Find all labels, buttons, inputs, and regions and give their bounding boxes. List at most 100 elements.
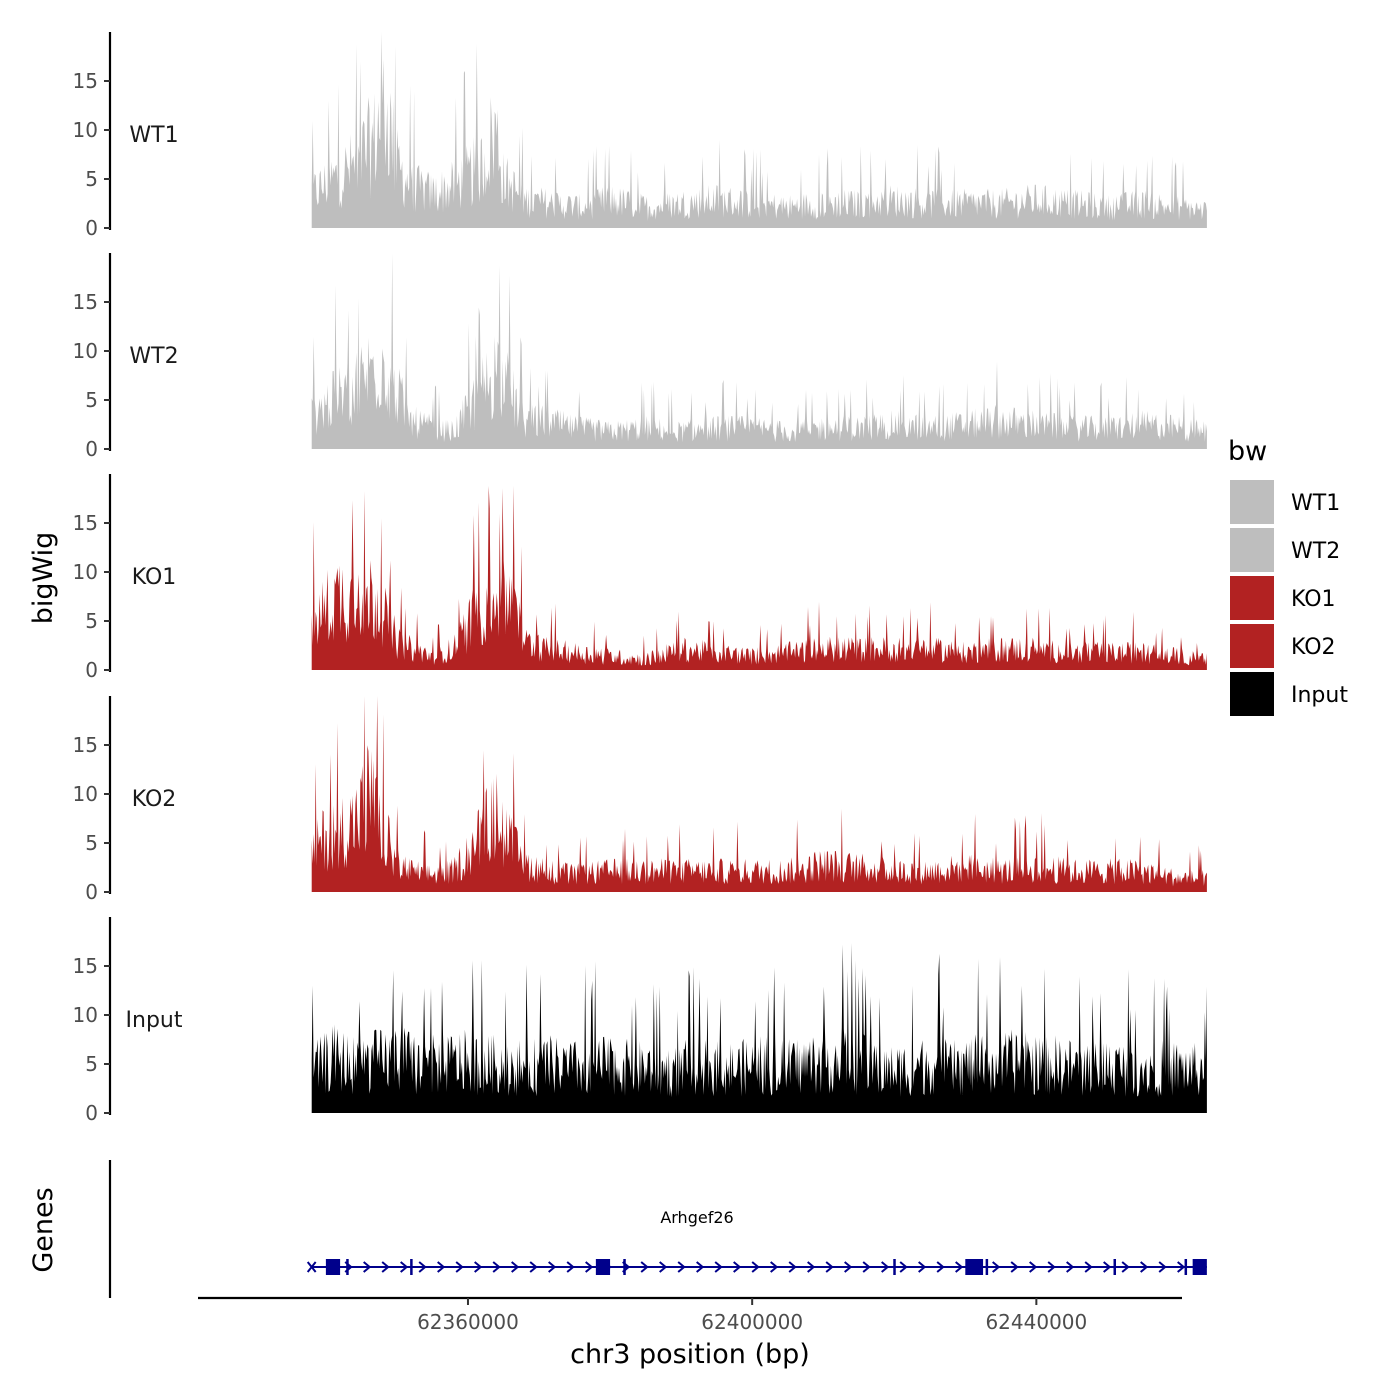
legend-swatch-input bbox=[1230, 672, 1274, 716]
y-tick-label: 0 bbox=[85, 1101, 98, 1125]
strand-arrow bbox=[825, 1261, 834, 1273]
legend-title: bw bbox=[1228, 436, 1267, 467]
x-axis-title: chr3 position (bp) bbox=[570, 1339, 810, 1370]
y-tick-label: 5 bbox=[85, 167, 98, 191]
gene-minor-exon bbox=[346, 1259, 349, 1275]
track-panel-ko1: 0 5 10 15 KO1 bbox=[73, 474, 1207, 682]
y-tick-label: 10 bbox=[73, 782, 98, 806]
y-tick-label: 10 bbox=[73, 118, 98, 142]
strand-arrow bbox=[474, 1261, 483, 1273]
x-axis: 62360000 62400000 62440000 bbox=[198, 1296, 1182, 1334]
strand-arrow bbox=[1010, 1261, 1019, 1273]
strand-arrow bbox=[955, 1261, 964, 1273]
gene-exon bbox=[595, 1259, 611, 1275]
strand-arrow bbox=[1177, 1261, 1186, 1273]
gene-minor-exon bbox=[410, 1259, 413, 1275]
y-tick-label: 10 bbox=[73, 339, 98, 363]
legend-label-input: Input bbox=[1291, 683, 1348, 708]
gene-minor-exon bbox=[1184, 1259, 1188, 1275]
gene-start-mark bbox=[306, 1261, 317, 1273]
genes-track-title: Genes bbox=[28, 1187, 59, 1272]
y-tick-label: 0 bbox=[85, 880, 98, 904]
gene-minor-exon bbox=[623, 1259, 626, 1275]
strand-arrow bbox=[1084, 1261, 1093, 1273]
legend-swatch-wt1 bbox=[1230, 480, 1274, 524]
y-tick-label: 10 bbox=[73, 1003, 98, 1027]
area-series-ko2 bbox=[311, 696, 1207, 892]
strand-arrow bbox=[918, 1261, 927, 1273]
area-series-wt2 bbox=[311, 253, 1207, 449]
track-label-input: Input bbox=[126, 1008, 183, 1033]
y-tick-label: 5 bbox=[85, 831, 98, 855]
strand-arrow bbox=[751, 1261, 760, 1273]
legend-swatch-wt2 bbox=[1230, 528, 1274, 572]
strand-arrow bbox=[1066, 1261, 1075, 1273]
y-tick-label: 5 bbox=[85, 1052, 98, 1076]
strand-arrow bbox=[585, 1261, 594, 1273]
y-tick-label: 15 bbox=[73, 733, 98, 757]
strand-arrow bbox=[862, 1261, 871, 1273]
y-axis-title: bigWig bbox=[28, 532, 59, 625]
strand-arrow bbox=[640, 1261, 649, 1273]
track-label-ko2: KO2 bbox=[132, 787, 177, 812]
area-series-wt1 bbox=[311, 32, 1207, 228]
legend-label-wt1: WT1 bbox=[1291, 491, 1340, 516]
y-tick-label: 15 bbox=[73, 69, 98, 93]
track-label-wt1: WT1 bbox=[129, 123, 178, 148]
area-series-input bbox=[311, 943, 1207, 1113]
gene-exon bbox=[1192, 1259, 1207, 1275]
track-label-wt2: WT2 bbox=[129, 344, 178, 369]
legend: WT1 WT2 KO1 KO2 Input bbox=[1230, 480, 1348, 716]
strand-arrow bbox=[936, 1261, 945, 1273]
strand-arrow bbox=[1103, 1261, 1112, 1273]
strand-arrow bbox=[1140, 1261, 1149, 1273]
gene-track bbox=[108, 1160, 1207, 1298]
strand-arrow bbox=[492, 1261, 501, 1273]
strand-arrow bbox=[714, 1261, 723, 1273]
strand-arrow bbox=[548, 1261, 557, 1273]
strand-arrow bbox=[677, 1261, 686, 1273]
strand-arrow bbox=[455, 1261, 464, 1273]
strand-arrow bbox=[881, 1261, 890, 1273]
strand-arrow bbox=[1029, 1261, 1038, 1273]
y-tick-label: 10 bbox=[73, 560, 98, 584]
gene-minor-exon bbox=[1113, 1259, 1117, 1275]
strand-arrow bbox=[566, 1261, 575, 1273]
legend-swatch-ko2 bbox=[1230, 624, 1274, 668]
y-tick-label: 15 bbox=[73, 511, 98, 535]
strand-arrow bbox=[659, 1261, 668, 1273]
strand-arrow bbox=[1121, 1261, 1130, 1273]
strand-arrow bbox=[529, 1261, 538, 1273]
legend-label-wt2: WT2 bbox=[1291, 539, 1340, 564]
strand-arrow bbox=[899, 1261, 908, 1273]
y-tick-label: 15 bbox=[73, 954, 98, 978]
gene-minor-exon bbox=[893, 1259, 896, 1275]
plot-area: 0 5 10 15 WT1 0 5 10 15 WT2 0 5 10 15 KO1 0 5 10 15 KO2 0 5 10… bbox=[73, 32, 1348, 1334]
x-tick-label: 62440000 bbox=[985, 1310, 1087, 1334]
x-tick-label: 62360000 bbox=[417, 1310, 519, 1334]
legend-label-ko1: KO1 bbox=[1291, 587, 1336, 612]
gene-exon bbox=[965, 1259, 984, 1275]
y-tick-label: 5 bbox=[85, 609, 98, 633]
strand-arrow bbox=[807, 1261, 816, 1273]
track-panel-wt2: 0 5 10 15 WT2 bbox=[73, 253, 1207, 461]
track-panel-ko2: 0 5 10 15 KO2 bbox=[73, 696, 1207, 904]
strand-arrow bbox=[844, 1261, 853, 1273]
strand-arrow bbox=[400, 1261, 409, 1273]
track-label-ko1: KO1 bbox=[132, 565, 177, 590]
area-series-ko1 bbox=[311, 485, 1207, 670]
legend-label-ko2: KO2 bbox=[1291, 635, 1336, 660]
strand-arrow bbox=[992, 1261, 1001, 1273]
strand-arrow bbox=[418, 1261, 427, 1273]
gene-name-label: Arhgef26 bbox=[660, 1208, 733, 1227]
y-tick-label: 5 bbox=[85, 388, 98, 412]
strand-arrow bbox=[770, 1261, 779, 1273]
x-tick-label: 62400000 bbox=[701, 1310, 803, 1334]
y-tick-label: 0 bbox=[85, 216, 98, 240]
y-tick-label: 0 bbox=[85, 658, 98, 682]
y-tick-label: 15 bbox=[73, 290, 98, 314]
strand-arrow bbox=[733, 1261, 742, 1273]
gene-exon bbox=[325, 1259, 341, 1275]
strand-arrow bbox=[381, 1261, 390, 1273]
